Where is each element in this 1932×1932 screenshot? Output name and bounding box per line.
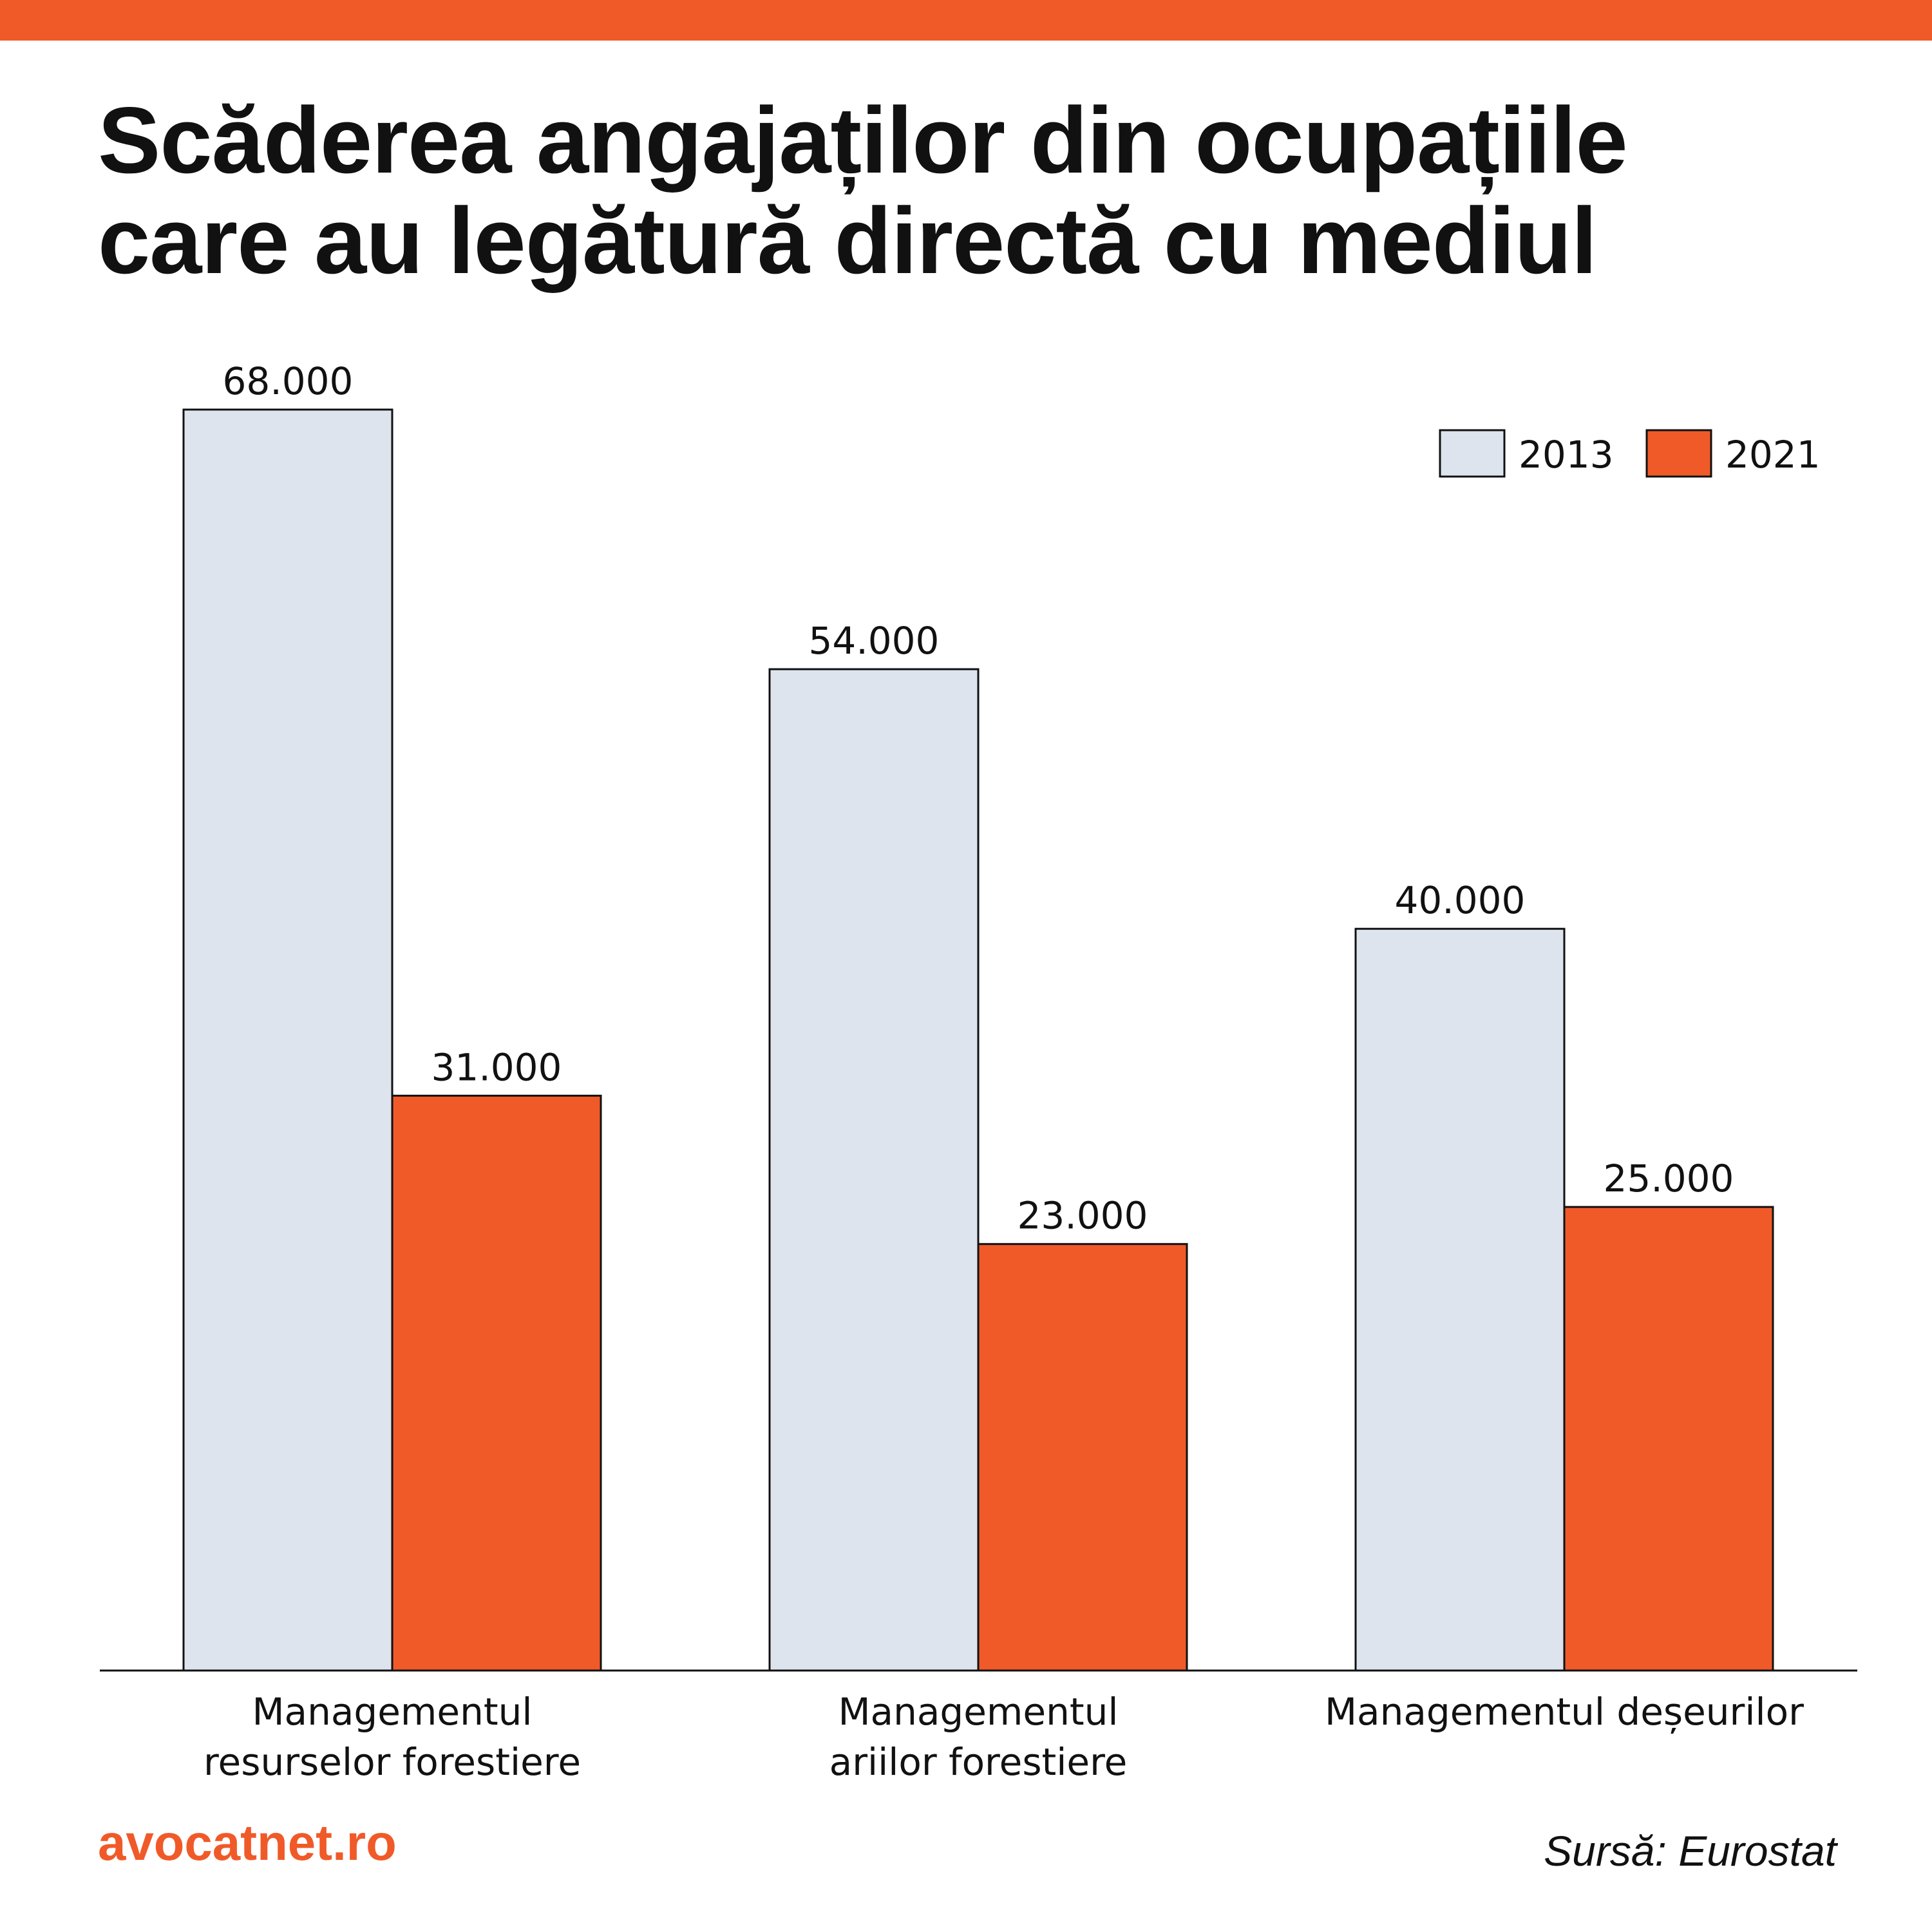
bar-2013-3 [1354, 927, 1566, 1672]
legend: 2013 2021 [1439, 429, 1821, 478]
category-label-2-line-2: ariilor forestiere [829, 1740, 1128, 1784]
legend-swatch-2013 [1439, 429, 1506, 478]
brand-logo-text: avocatnet.ro [98, 1814, 397, 1871]
top-accent-bar [0, 0, 1932, 41]
data-label-2013-2: 54.000 [809, 619, 940, 663]
bar-2013-1 [182, 408, 393, 1672]
category-label-1-line-1: Managementul [252, 1690, 533, 1734]
data-label-2021-2: 23.000 [1018, 1194, 1148, 1238]
bars-group [182, 408, 1774, 1672]
source-note: Sursă: Eurostat [1544, 1827, 1837, 1875]
category-label-3-line-1: Managementul deșeurilor [1325, 1690, 1804, 1734]
data-label-2013-3: 40.000 [1395, 878, 1526, 922]
legend-label-2021: 2021 [1725, 433, 1821, 477]
value-labels-group: 68.000 31.000 54.000 23.000 40.000 25.000 [223, 359, 1734, 1238]
category-label-1-line-2: resurselor forestiere [204, 1740, 581, 1784]
legend-label-2013: 2013 [1519, 433, 1614, 477]
bar-2021-3 [1563, 1206, 1774, 1672]
page-title: Scăderea angajaților din ocupațiile care… [98, 90, 1869, 291]
data-label-2021-1: 31.000 [431, 1045, 562, 1089]
category-label-2-line-1: Managementul [838, 1690, 1119, 1734]
title-line-2: care au legătură directă cu mediul [98, 188, 1597, 293]
title-line-1: Scăderea angajaților din ocupațiile [98, 88, 1628, 193]
legend-swatch-2021 [1645, 429, 1712, 478]
bar-2021-2 [977, 1243, 1188, 1672]
data-label-2013-1: 68.000 [223, 359, 354, 403]
bar-2021-1 [391, 1094, 602, 1672]
data-label-2021-3: 25.000 [1604, 1157, 1734, 1200]
bar-2013-2 [768, 668, 980, 1672]
category-labels-group: Managementul resurselor forestiere Managem… [204, 1690, 1804, 1784]
